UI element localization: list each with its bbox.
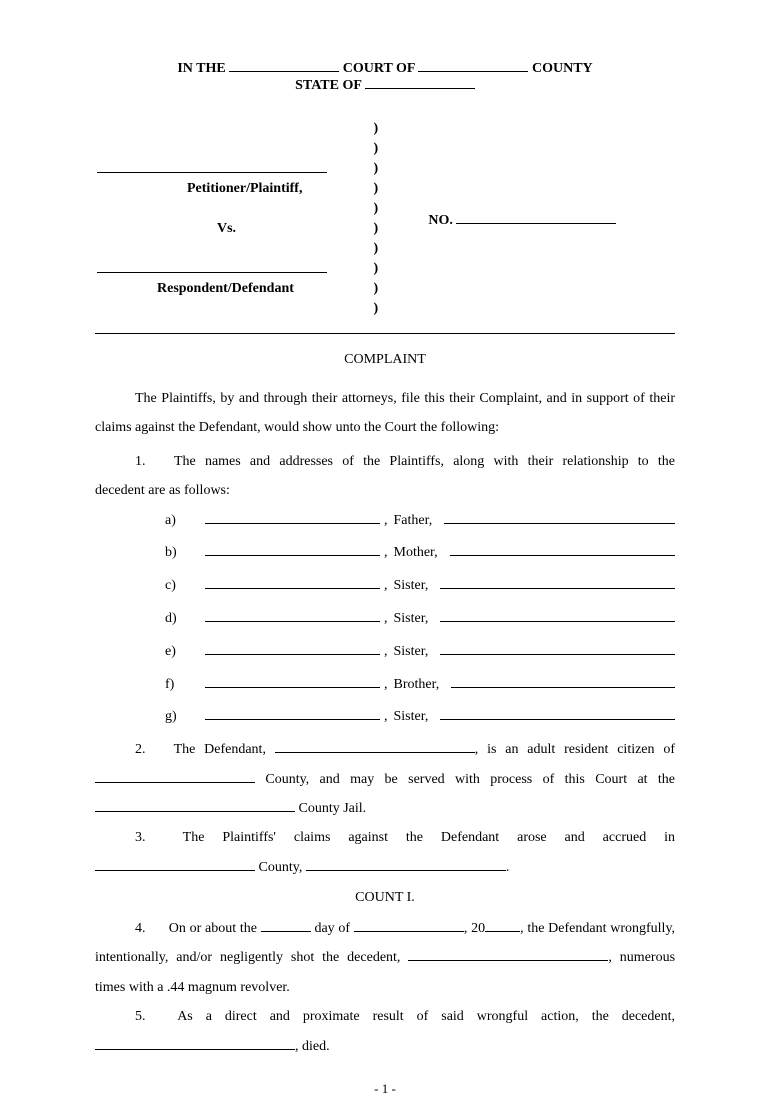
blank-petitioner-name[interactable] [97,161,327,173]
header-county: COUNTY [532,61,593,76]
list-item: b),Mother, [165,538,675,569]
blank-addr-g[interactable] [440,708,675,720]
para5-number: 5. [135,1002,165,1031]
blank-case-number[interactable] [456,212,616,224]
blank-addr-c[interactable] [440,577,675,589]
blank-name-d[interactable] [205,610,380,622]
para3-number: 3. [135,823,165,852]
paragraph-2: 2. The Defendant, , is an adult resident… [95,735,675,764]
paragraph-3: 3. The Plaintiffs' claims against the De… [95,823,675,852]
blank-state-name[interactable] [365,77,475,89]
para4-text-e: intentionally, and/or negligently shot t… [95,950,400,965]
vs-label: Vs. [97,221,372,237]
intro-paragraph: The Plaintiffs, by and through their att… [95,384,675,443]
blank-name-b[interactable] [205,544,380,556]
respondent-label: Respondent/Defendant [97,281,372,297]
para2-number: 2. [135,735,165,764]
blank-day[interactable] [261,920,311,932]
blank-name-f[interactable] [205,676,380,688]
para4-text-c: , 20 [464,921,485,936]
blank-addr-a[interactable] [444,512,675,524]
blank-addr-d[interactable] [440,610,675,622]
para4-text-f: , numerous [608,950,675,965]
paragraph-1: 1. The names and addresses of the Plaint… [95,447,675,476]
blank-respondent-name[interactable] [97,261,327,273]
blank-jail-county[interactable] [95,800,295,812]
blank-year[interactable] [485,920,520,932]
page-number: - 1 - [95,1081,675,1097]
para5-text-b: , died. [295,1039,330,1054]
paragraph-5-line2: , died. [95,1032,675,1061]
blank-decedent-name-2[interactable] [95,1038,295,1050]
blank-month[interactable] [354,920,464,932]
paragraph-3-line2: County, . [95,853,675,882]
paragraph-4-line2: intentionally, and/or negligently shot t… [95,943,675,972]
para5-text-a: As a direct and proximate result of said… [177,1009,675,1024]
list-item: c),Sister, [165,571,675,602]
para2-text-d: County Jail. [299,801,367,816]
caption-divider [95,333,675,334]
header-in-the: IN THE [177,61,225,76]
case-caption: ) NO. ) ) Petitioner/Plaintiff,) ) Vs.) … [95,119,675,321]
blank-claim-state[interactable] [306,859,506,871]
para3-text-b: County, [259,860,303,875]
list-item: f),Brother, [165,670,675,701]
para4-text-d: , the Defendant wrongfully, [520,921,675,936]
para1-text-a: The names and addresses of the Plaintiff… [174,454,675,469]
para2-text-b: , is an adult resident citizen of [475,742,675,757]
list-item: a),Father, [165,506,675,537]
blank-defendant-county[interactable] [95,771,255,783]
paragraph-4: 4. On or about the day of , 20 , the Defe… [95,914,675,943]
header-court-of: COURT OF [343,61,415,76]
header-state-of: STATE OF [295,78,361,93]
blank-claim-county[interactable] [95,859,255,871]
blank-name-g[interactable] [205,708,380,720]
blank-name-e[interactable] [205,643,380,655]
blank-court-name[interactable] [229,60,339,72]
para4-text-b: day of [314,921,350,936]
blank-addr-f[interactable] [451,676,675,688]
paragraph-1-cont: decedent are as follows: [95,476,675,505]
plaintiff-list: a),Father, b),Mother, c),Sister, d),Sist… [95,506,675,734]
para2-text-c: County, and may be served with process o… [265,772,675,787]
list-item: d),Sister, [165,604,675,635]
blank-name-c[interactable] [205,577,380,589]
blank-addr-e[interactable] [440,643,675,655]
document-title: COMPLAINT [95,352,675,368]
list-item: e),Sister, [165,637,675,668]
paragraph-2-line2: County, and may be served with process o… [95,765,675,794]
list-item: g),Sister, [165,702,675,733]
paragraph-4-line3: times with a .44 magnum revolver. [95,973,675,1002]
court-header: IN THE COURT OF COUNTY STATE OF [95,60,675,94]
blank-defendant-name[interactable] [275,741,475,753]
blank-decedent-name[interactable] [408,949,608,961]
case-number-cell: NO. [398,121,673,319]
petitioner-label: Petitioner/Plaintiff, [97,181,372,197]
count-1-title: COUNT I. [95,890,675,906]
blank-name-a[interactable] [205,512,380,524]
paragraph-5: 5. As a direct and proximate result of s… [95,1002,675,1031]
blank-addr-b[interactable] [450,544,675,556]
case-no-label: NO. [428,213,453,228]
para4-number: 4. [135,914,165,943]
para3-text-a: The Plaintiffs' claims against the Defen… [183,830,675,845]
blank-county-name[interactable] [418,60,528,72]
paragraph-2-line3: County Jail. [95,794,675,823]
para1-number: 1. [135,447,165,476]
para2-text-a: The Defendant, [174,742,266,757]
para4-text-a: On or about the [169,921,257,936]
